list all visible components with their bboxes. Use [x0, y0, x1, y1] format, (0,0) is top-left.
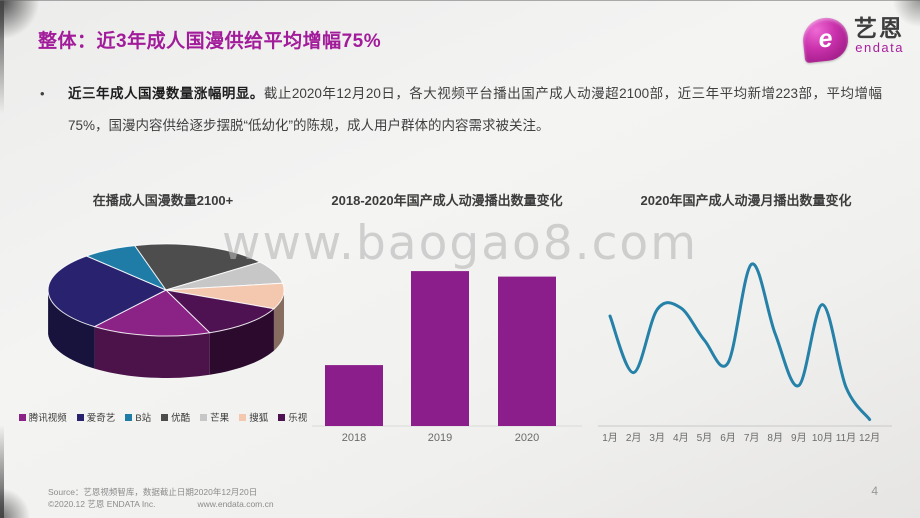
pie-legend: 腾讯视频 爱奇艺 B站 优酷 芒果 搜狐 乐视	[18, 410, 307, 424]
legend-swatch-icon	[278, 413, 286, 421]
line-series	[608, 262, 872, 421]
x-axis-label: 11月	[836, 432, 856, 444]
line-chart-panel: 2020年国产成人动漫月播出数量变化 1月 2月 3月 4月 5月 6月 7月 8月 9月 10月…	[596, 190, 896, 458]
line-chart-title: 2020年国产成人动漫月播出数量变化	[640, 193, 852, 208]
x-axis-label: 3月	[649, 432, 665, 444]
logo-letter: e	[817, 24, 834, 54]
logo-brand-en: endata	[855, 40, 904, 56]
x-axis-label: 12月	[859, 432, 880, 444]
legend-item: 芒果	[200, 410, 229, 424]
bar	[411, 271, 469, 426]
legend-item: 搜狐	[239, 410, 268, 424]
footer-copyright: ©2020.12 艺恩 ENDATA Inc.	[48, 499, 156, 509]
legend-label: 芒果	[210, 413, 230, 424]
summary-text: 近三年成人国漫数量涨幅明显。截止2020年12月20日，各大视频平台播出国产成人…	[68, 78, 882, 142]
line-chart: 1月 2月 3月 4月 5月 6月 7月 8月 9月 10月 11月 12月	[598, 262, 892, 444]
legend-item: 优酷	[161, 410, 190, 424]
bar	[498, 276, 556, 426]
footer-website: www.endata.com.cn	[197, 499, 274, 509]
x-axis-label: 7月	[744, 432, 760, 444]
bar-chart-panel: 2018-2020年国产成人动漫播出数量变化 2018 2019 2020	[302, 190, 592, 458]
legend-swatch-icon	[125, 413, 133, 421]
pie-chart-title: 在播成人国漫数量2100+	[92, 193, 234, 208]
footer-source: Source：艺恩视频智库，数据截止日期2020年12月20日	[48, 487, 258, 497]
legend-swatch-icon	[161, 413, 169, 421]
x-axis-label: 4月	[673, 432, 689, 444]
x-axis-label: 5月	[697, 432, 713, 444]
bar	[325, 365, 383, 426]
x-axis-label: 2019	[428, 432, 452, 444]
chart-shape	[48, 292, 95, 369]
charts-row: 在播成人国漫数量2100+ 腾讯视频 爱奇艺 B站 优酷 芒果 搜狐 乐视 2018-202…	[18, 190, 896, 458]
summary-body: 截止2020年12月20日，各大视频平台播出国产成人动漫超2100部，近三年平均…	[68, 86, 883, 133]
legend-label: 腾讯视频	[28, 413, 67, 424]
legend-item: B站	[125, 410, 151, 424]
pie-chart	[47, 243, 285, 378]
bullet-marker: •	[40, 86, 45, 101]
chart-shape	[209, 308, 274, 375]
legend-item: 乐视	[278, 410, 307, 424]
summary-lead: 近三年成人国漫数量涨幅明显。	[68, 86, 264, 101]
chart-shape	[164, 289, 276, 334]
endata-logo: e 艺恩 endata	[800, 15, 904, 64]
chart-shape	[133, 243, 262, 291]
page-number: 4	[871, 484, 878, 498]
x-axis-label: 9月	[791, 432, 807, 444]
legend-item: 爱奇艺	[76, 410, 116, 424]
legend-item: 腾讯视频	[18, 410, 67, 424]
x-axis-label: 2018	[342, 432, 366, 444]
legend-label: B站	[135, 413, 152, 424]
footer: Source：艺恩视频智库，数据截止日期2020年12月20日 ©2020.12…	[48, 486, 274, 510]
legend-swatch-icon	[76, 413, 84, 421]
legend-swatch-icon	[239, 413, 247, 421]
legend-label: 乐视	[288, 413, 308, 424]
chart-shape	[94, 326, 210, 378]
logo-brand-cn: 艺恩	[854, 15, 904, 41]
chart-shape	[273, 290, 284, 351]
x-axis-label: 2020	[515, 432, 539, 444]
legend-label: 搜狐	[249, 413, 269, 424]
logo-text: 艺恩 endata	[854, 15, 904, 56]
legend-label: 优酷	[171, 413, 191, 424]
chart-shape	[93, 289, 211, 337]
x-axis-label: 10月	[812, 432, 833, 444]
x-axis-label: 2月	[626, 432, 642, 444]
x-axis-label: 1月	[602, 432, 618, 444]
page-title: 整体：近3年成人国漫供给平均增幅75%	[38, 31, 382, 52]
legend-label: 爱奇艺	[86, 413, 116, 424]
endata-logo-mark-icon: e	[800, 15, 851, 64]
bar-chart: 2018 2019 2020	[312, 271, 582, 444]
pie-chart-panel: 在播成人国漫数量2100+ 腾讯视频 爱奇艺 B站 优酷 芒果 搜狐 乐视	[18, 190, 307, 458]
summary-bullet: • 近三年成人国漫数量涨幅明显。截止2020年12月20日，各大视频平台播出国产…	[40, 78, 882, 142]
x-axis-label: 8月	[767, 432, 783, 444]
bar-chart-title: 2018-2020年国产成人动漫播出数量变化	[331, 193, 563, 208]
legend-swatch-icon	[18, 413, 26, 421]
chart-shape	[47, 255, 168, 328]
legend-swatch-icon	[200, 413, 208, 421]
x-axis-label: 6月	[720, 432, 736, 444]
